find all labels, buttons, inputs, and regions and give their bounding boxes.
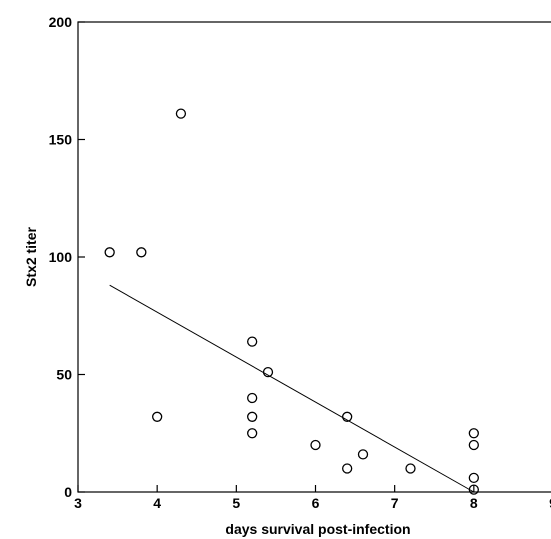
data-point (342, 411, 353, 422)
x-tick-label: 8 (470, 495, 478, 511)
x-tick-label: 9 (549, 495, 551, 511)
x-axis-label: days survival post-infection (225, 521, 410, 537)
data-point (247, 336, 258, 347)
plot-frame (77, 21, 551, 493)
data-point (468, 472, 479, 484)
x-axis: 3 4 5 6 7 8 9 (74, 485, 551, 511)
data-points (104, 108, 479, 495)
x-tick-label: 6 (312, 495, 320, 511)
trend-line (109, 284, 475, 493)
data-point (405, 463, 416, 474)
x-tick-label: 5 (232, 495, 240, 511)
y-tick-label: 100 (49, 249, 73, 265)
x-tick-label: 7 (391, 495, 399, 511)
data-point (468, 428, 479, 439)
data-point (152, 411, 163, 422)
data-point (357, 449, 369, 460)
y-axis-label: Stx2 titer (23, 226, 39, 286)
x-tick-label: 3 (74, 495, 82, 511)
data-point (247, 392, 258, 404)
data-point (310, 439, 321, 451)
data-point (468, 439, 479, 451)
y-tick-label: 200 (49, 14, 73, 30)
data-point (247, 428, 258, 439)
data-point (468, 484, 479, 495)
x-tick-label: 4 (153, 495, 161, 511)
data-point (136, 247, 147, 258)
y-tick-label: 150 (49, 132, 73, 148)
data-point (342, 463, 353, 474)
y-tick-label: 0 (64, 484, 72, 500)
data-point (262, 366, 274, 378)
data-point (247, 411, 258, 422)
data-point (175, 108, 187, 119)
data-point (104, 247, 115, 258)
y-axis: 0 50 100 150 200 (49, 14, 85, 500)
y-tick-label: 50 (56, 367, 72, 383)
